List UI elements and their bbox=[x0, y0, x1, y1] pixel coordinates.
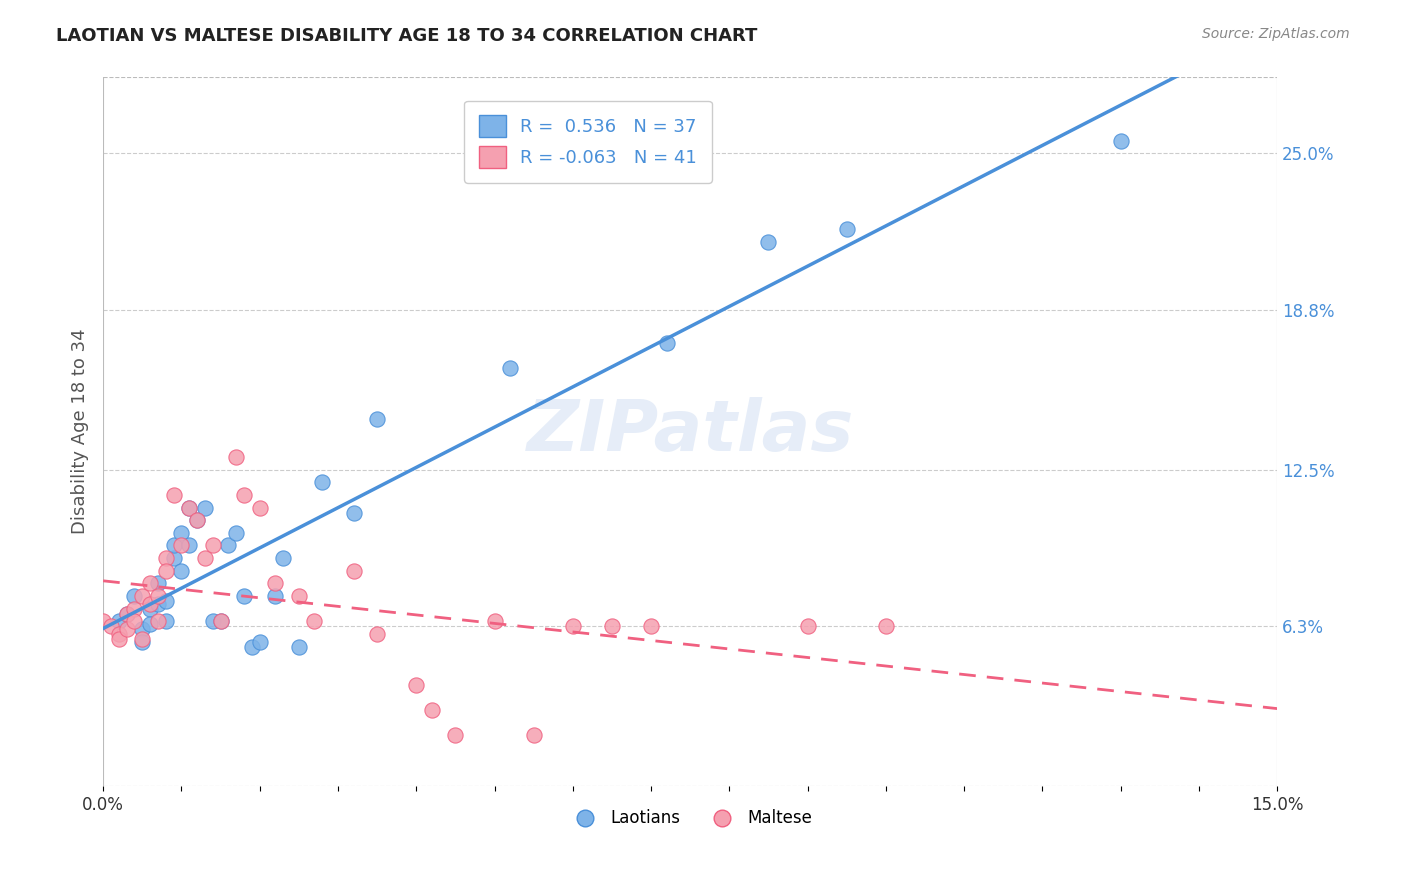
Point bbox=[201, 538, 224, 552]
Point bbox=[155, 615, 177, 629]
Point bbox=[124, 601, 146, 615]
Point bbox=[209, 615, 232, 629]
Text: Source: ZipAtlas.com: Source: ZipAtlas.com bbox=[1202, 27, 1350, 41]
Point bbox=[835, 222, 858, 236]
Point bbox=[343, 564, 366, 578]
Legend: Laotians, Maltese: Laotians, Maltese bbox=[562, 803, 818, 834]
Point bbox=[484, 615, 506, 629]
Point bbox=[264, 589, 287, 603]
Point bbox=[758, 235, 780, 249]
Point bbox=[264, 576, 287, 591]
Point bbox=[107, 615, 129, 629]
Point bbox=[304, 615, 326, 629]
Point bbox=[1109, 134, 1132, 148]
Point bbox=[655, 336, 678, 351]
Point bbox=[225, 450, 247, 464]
Point bbox=[146, 589, 169, 603]
Point bbox=[225, 525, 247, 540]
Point bbox=[288, 640, 311, 654]
Point bbox=[146, 615, 169, 629]
Point bbox=[561, 619, 583, 633]
Point bbox=[155, 564, 177, 578]
Point bbox=[162, 551, 184, 566]
Point bbox=[343, 506, 366, 520]
Point bbox=[139, 576, 162, 591]
Point bbox=[124, 615, 146, 629]
Point bbox=[131, 634, 153, 648]
Point bbox=[170, 564, 193, 578]
Point bbox=[115, 622, 138, 636]
Point bbox=[162, 488, 184, 502]
Point bbox=[155, 594, 177, 608]
Point bbox=[107, 632, 129, 646]
Text: ZIPatlas: ZIPatlas bbox=[526, 397, 853, 467]
Point bbox=[107, 627, 129, 641]
Point bbox=[600, 619, 623, 633]
Point bbox=[233, 589, 256, 603]
Point bbox=[640, 619, 662, 633]
Point bbox=[366, 627, 388, 641]
Point bbox=[233, 488, 256, 502]
Point bbox=[179, 500, 201, 515]
Point bbox=[271, 551, 294, 566]
Point bbox=[115, 607, 138, 621]
Point bbox=[146, 576, 169, 591]
Point bbox=[311, 475, 333, 490]
Point bbox=[405, 677, 427, 691]
Point bbox=[179, 538, 201, 552]
Point bbox=[194, 500, 217, 515]
Point bbox=[115, 607, 138, 621]
Point bbox=[170, 538, 193, 552]
Point bbox=[444, 728, 467, 742]
Point bbox=[420, 703, 443, 717]
Point bbox=[155, 551, 177, 566]
Point bbox=[179, 500, 201, 515]
Point bbox=[139, 597, 162, 611]
Point bbox=[217, 538, 239, 552]
Point bbox=[288, 589, 311, 603]
Point bbox=[186, 513, 208, 527]
Point bbox=[249, 500, 271, 515]
Point bbox=[139, 601, 162, 615]
Point bbox=[146, 597, 169, 611]
Point bbox=[131, 622, 153, 636]
Point bbox=[162, 538, 184, 552]
Point bbox=[131, 589, 153, 603]
Point bbox=[131, 632, 153, 646]
Point bbox=[523, 728, 546, 742]
Point bbox=[100, 619, 122, 633]
Text: LAOTIAN VS MALTESE DISABILITY AGE 18 TO 34 CORRELATION CHART: LAOTIAN VS MALTESE DISABILITY AGE 18 TO … bbox=[56, 27, 758, 45]
Point bbox=[91, 615, 114, 629]
Point bbox=[209, 615, 232, 629]
Y-axis label: Disability Age 18 to 34: Disability Age 18 to 34 bbox=[72, 329, 89, 534]
Point bbox=[170, 525, 193, 540]
Point bbox=[366, 412, 388, 426]
Point bbox=[186, 513, 208, 527]
Point bbox=[249, 634, 271, 648]
Point bbox=[139, 616, 162, 631]
Point bbox=[796, 619, 818, 633]
Point bbox=[194, 551, 217, 566]
Point bbox=[240, 640, 263, 654]
Point bbox=[124, 589, 146, 603]
Point bbox=[875, 619, 897, 633]
Point bbox=[201, 615, 224, 629]
Point bbox=[499, 361, 522, 376]
